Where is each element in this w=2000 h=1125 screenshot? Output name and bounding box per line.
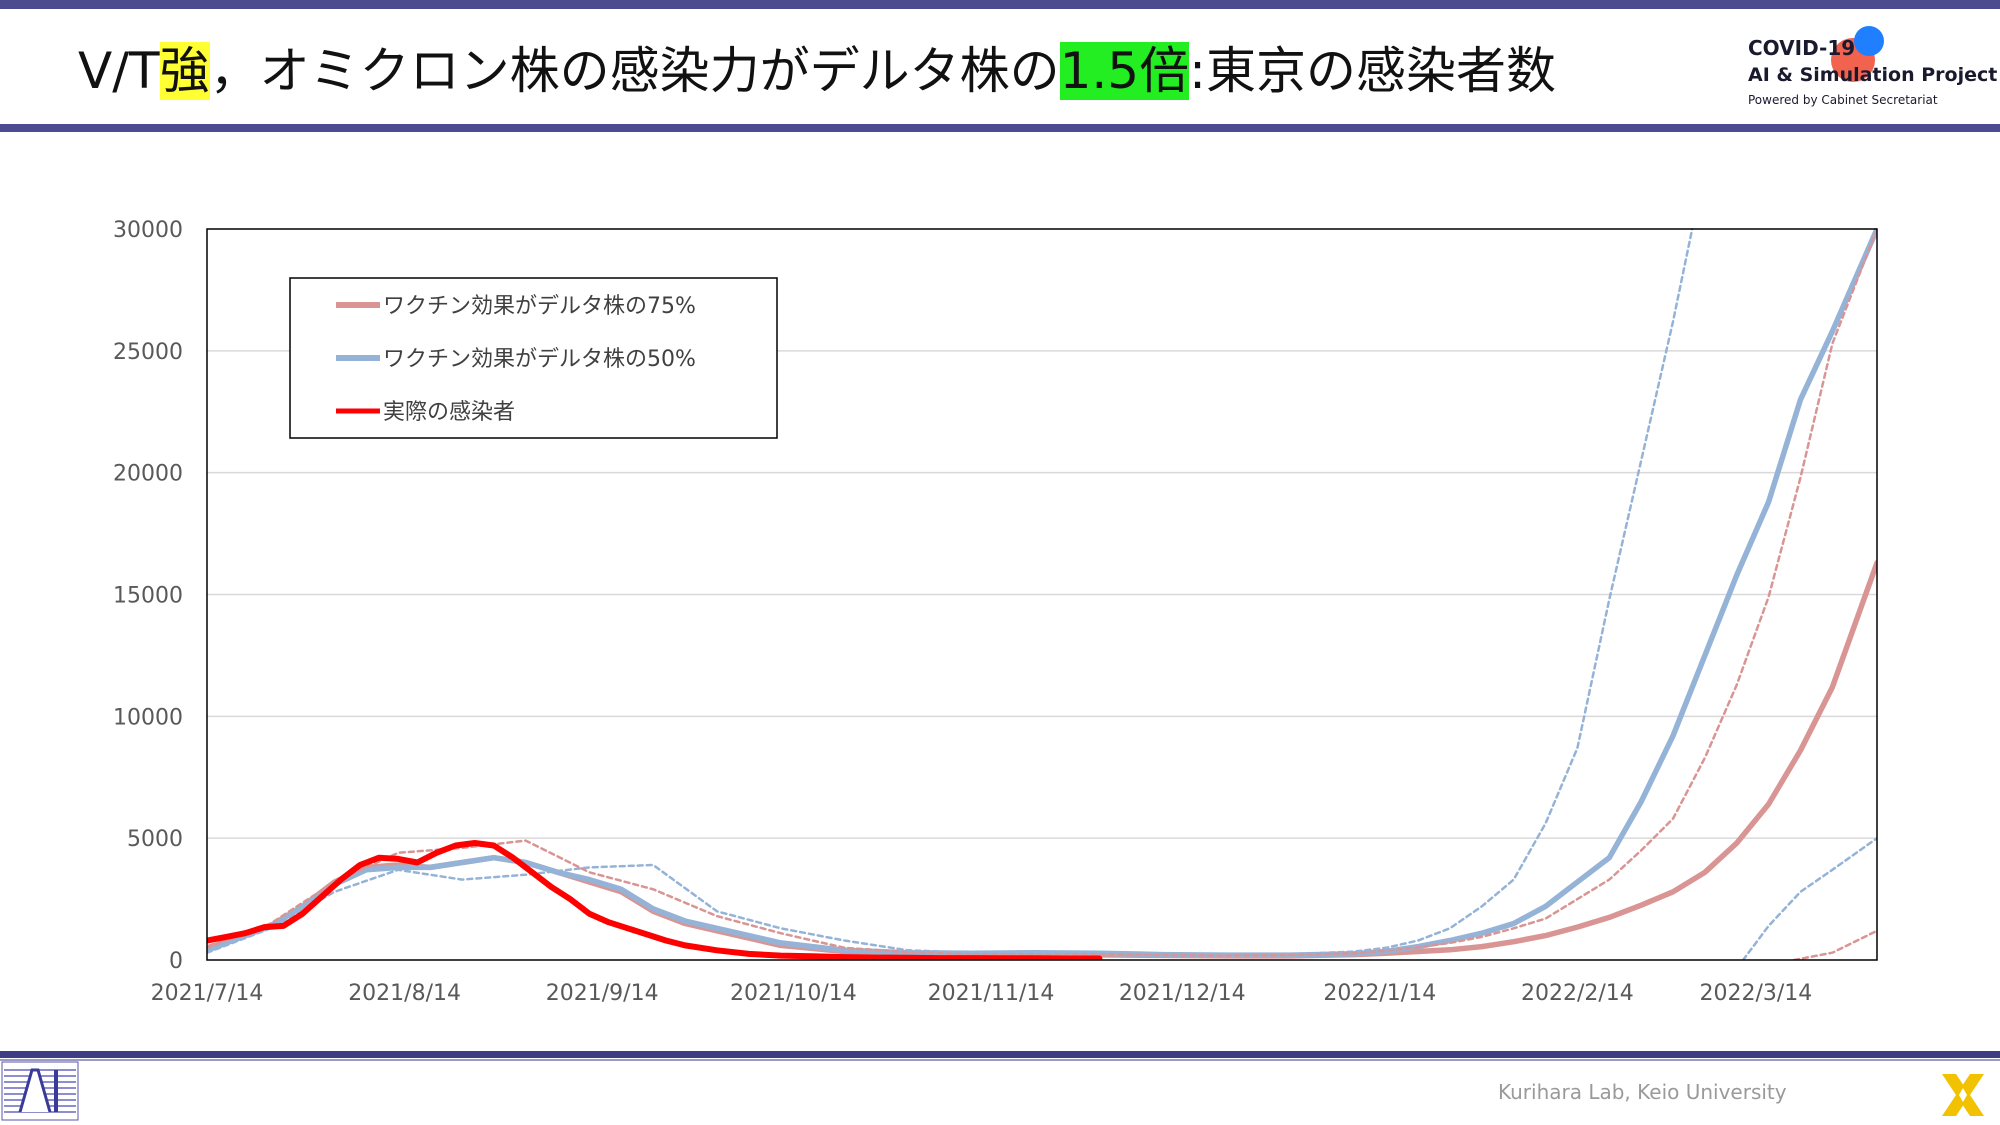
y-tick-label: 30000 <box>113 218 183 243</box>
x-tick-label: 2022/3/14 <box>1699 981 1812 1006</box>
title-highlight-ratio: 1.5倍 <box>1059 42 1190 100</box>
series-line-5 <box>1792 929 1877 960</box>
logo-blue-circle-icon <box>1854 26 1884 56</box>
x-brand-logo-icon <box>1942 1074 1984 1116</box>
series-line-0 <box>207 560 1877 959</box>
x-tick-label: 2021/12/14 <box>1119 981 1246 1006</box>
logo-line3: Powered by Cabinet Secretariat <box>1748 93 1938 107</box>
y-tick-label: 15000 <box>113 584 183 609</box>
y-tick-label: 25000 <box>113 340 183 365</box>
y-tick-label: 10000 <box>113 705 183 730</box>
y-tick-label: 0 <box>169 949 183 974</box>
title-middle: ，オミクロン株の感染力がデルタ株の <box>209 42 1060 100</box>
x-tick-label: 2021/10/14 <box>730 981 857 1006</box>
series-line-3 <box>207 228 1877 957</box>
logo-line2: AI & Simulation Project <box>1748 64 1998 86</box>
series-line-4 <box>1741 836 1877 960</box>
slide-title: V/T強，オミクロン株の感染力がデルタ株の1.5倍:東京の感染者数 <box>78 36 1556 106</box>
top-accent-bar <box>0 0 2000 9</box>
plot-frame <box>206 228 1878 961</box>
legend-label: ワクチン効果がデルタ株の50% <box>383 347 696 372</box>
series-lines <box>207 228 1877 960</box>
title-suffix: :東京の感染者数 <box>1189 42 1556 100</box>
x-tick-label: 2022/1/14 <box>1323 981 1436 1006</box>
x-tick-label: 2021/7/14 <box>151 981 264 1006</box>
x-tick-label: 2021/9/14 <box>546 981 659 1006</box>
series-line-6 <box>207 840 1103 960</box>
covid19-project-logo: COVID-19 AI & Simulation Project Powered… <box>1748 26 1997 120</box>
legend: ワクチン効果がデルタ株の75% ワクチン効果がデルタ株の50% 実際の感染者 <box>289 277 778 439</box>
footer-divider <box>0 1051 2000 1058</box>
x-tick-label: 2021/8/14 <box>348 981 461 1006</box>
x-tick-label: 2021/11/14 <box>928 981 1055 1006</box>
y-tick-label: 20000 <box>113 462 183 487</box>
title-prefix: V/T <box>78 42 160 100</box>
header-divider <box>0 124 2000 132</box>
footer-credit: Kurihara Lab, Keio University <box>1498 1080 1787 1104</box>
title-highlight-strong: 強 <box>159 42 210 100</box>
y-tick-label: 5000 <box>127 827 183 852</box>
y-tick-labels: 0 5000 10000 15000 20000 25000 30000 <box>113 218 183 974</box>
ai-lab-logo-icon <box>1 1061 79 1121</box>
footer-divider-thin <box>0 1059 2000 1061</box>
logo-line1: COVID-19 <box>1748 36 1856 60</box>
x-tick-label: 2022/2/14 <box>1521 981 1634 1006</box>
x-tick-labels: 2021/7/14 2021/8/14 2021/9/14 2021/10/14 202… <box>151 981 1813 1006</box>
legend-label: 実際の感染者 <box>383 400 515 425</box>
legend-label: ワクチン効果がデルタ株の75% <box>383 294 696 319</box>
